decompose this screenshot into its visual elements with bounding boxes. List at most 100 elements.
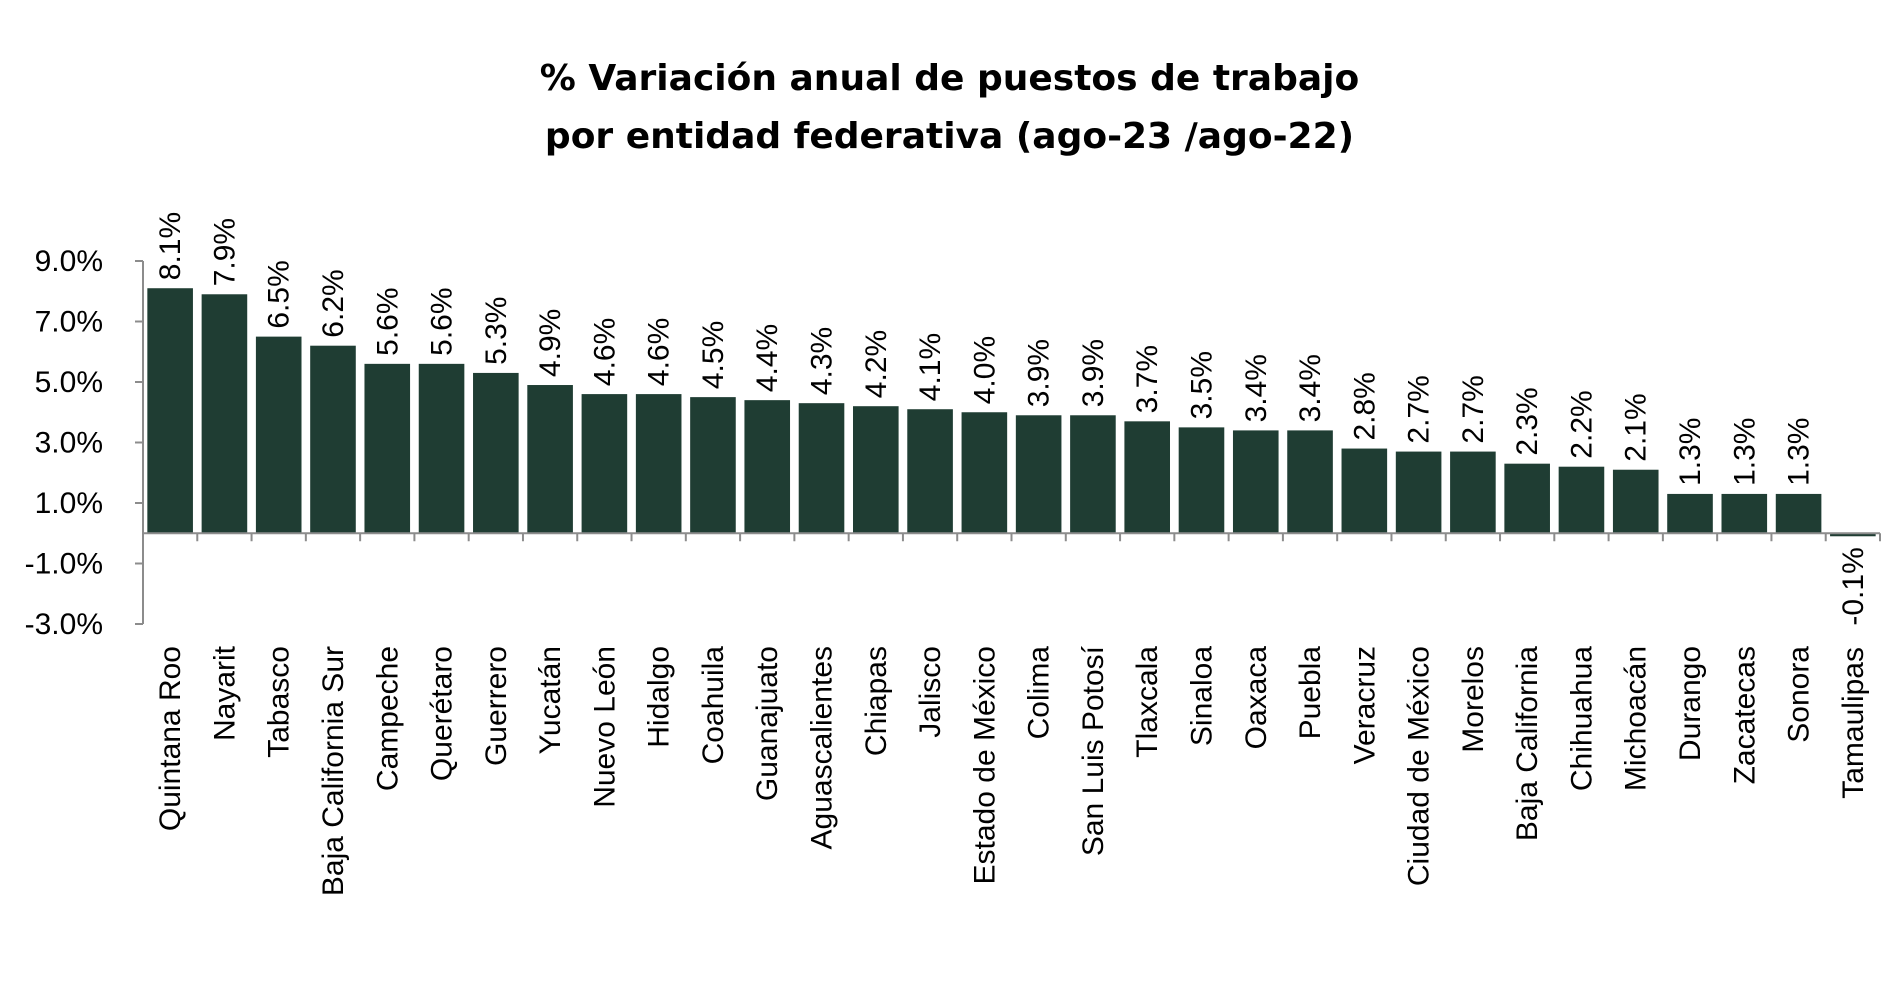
category-labels: Quintana Roo Nayarit Tabasco Baja Californi…: [154, 645, 1870, 896]
category-label: Colima: [1023, 646, 1056, 740]
data-label: 1.3%: [1674, 418, 1707, 486]
category-label: Guanajuato: [751, 646, 784, 801]
category-label: Campeche: [371, 646, 404, 791]
data-label: 8.1%: [154, 212, 187, 280]
bar: [364, 363, 411, 534]
bar: [1775, 493, 1822, 534]
data-label: 4.1%: [914, 333, 947, 401]
y-tick-label: 3.0%: [35, 427, 103, 460]
chart-title-line-1: % Variación anual de puestos de trabajo: [539, 58, 1360, 99]
bar: [1504, 463, 1550, 534]
data-label: 2.7%: [1457, 375, 1490, 443]
bar: [744, 400, 791, 534]
y-tick-label: 7.0%: [35, 306, 103, 339]
data-label: 4.2%: [860, 330, 893, 398]
category-label: Tlaxcala: [1131, 646, 1164, 758]
category-label: Sonora: [1783, 646, 1816, 743]
category-label: Nuevo León: [588, 646, 621, 808]
x-axis: [142, 532, 1881, 542]
category-label: Oaxaca: [1240, 646, 1273, 750]
chart-title-line-2: por entidad federativa (ago-23 /ago-22): [544, 116, 1355, 157]
category-label: Sinaloa: [1185, 646, 1218, 746]
bar: [1070, 415, 1116, 534]
data-label: 2.7%: [1403, 375, 1436, 443]
bar: [201, 294, 248, 534]
category-label: Zacatecas: [1728, 646, 1761, 784]
data-label: 2.2%: [1565, 390, 1598, 458]
bar: [255, 336, 302, 534]
bar: [473, 372, 519, 534]
bar: [907, 409, 953, 534]
category-label: Tamaulipas: [1837, 647, 1870, 799]
data-labels: 8.1% 7.9% 6.5% 6.2% 5.6% 5.6% 5.3% 4.9% 4.6% 4.6%…: [154, 212, 1870, 626]
category-label: Chiapas: [860, 646, 893, 756]
category-label: Hidalgo: [643, 646, 676, 748]
data-label: 6.5%: [263, 260, 296, 328]
bar: [1341, 448, 1388, 534]
data-label: 3.5%: [1185, 351, 1218, 419]
category-label: Baja California Sur: [317, 646, 350, 896]
data-label: 4.5%: [697, 321, 730, 389]
bar: [1667, 493, 1713, 534]
chart-title: % Variación anual de puestos de trabajo …: [0, 50, 1899, 166]
data-label: 3.7%: [1131, 345, 1164, 413]
category-label: Veracruz: [1348, 646, 1381, 764]
category-label: Puebla: [1294, 646, 1327, 740]
bars: [147, 288, 1876, 537]
bar: [852, 406, 899, 534]
category-label: Tabasco: [263, 646, 296, 758]
data-label: 2.8%: [1348, 372, 1381, 440]
bar: [1558, 466, 1605, 534]
bar: [310, 345, 356, 534]
bar: [1395, 451, 1442, 534]
category-label: Guerrero: [480, 646, 513, 766]
category-label: Jalisco: [914, 646, 947, 738]
data-label: 4.9%: [534, 309, 567, 377]
data-label: 3.9%: [1023, 339, 1056, 407]
y-tick-label: 5.0%: [35, 366, 103, 399]
data-label: 3.9%: [1077, 339, 1110, 407]
y-tick-label: 9.0%: [35, 245, 103, 278]
data-label: 4.3%: [806, 327, 839, 395]
data-label: 4.6%: [588, 318, 621, 386]
bar: [1124, 421, 1171, 534]
bar: [1721, 493, 1768, 534]
data-label: 3.4%: [1294, 354, 1327, 422]
y-tick-label: -1.0%: [25, 548, 103, 581]
category-label: Morelos: [1457, 646, 1490, 753]
data-label: 2.3%: [1511, 387, 1544, 455]
data-label: 5.3%: [480, 297, 513, 365]
bar: [961, 412, 1008, 534]
category-label: Yucatán: [534, 646, 567, 754]
bar: [1830, 533, 1876, 537]
data-label: 1.3%: [1728, 418, 1761, 486]
data-label: 4.6%: [643, 318, 676, 386]
bar: [1287, 430, 1333, 534]
bar: [1232, 430, 1279, 534]
bar: [635, 394, 682, 534]
bar: [581, 394, 628, 534]
data-label: 5.6%: [371, 287, 404, 355]
category-label: Michoacán: [1620, 646, 1653, 791]
category-label: Nayarit: [208, 645, 241, 741]
y-tick-label: 1.0%: [35, 487, 103, 520]
category-label: Quintana Roo: [154, 646, 187, 831]
bar: [798, 403, 845, 534]
bar: [418, 363, 465, 534]
data-label: 6.2%: [317, 269, 350, 337]
bar: [1015, 415, 1062, 534]
data-label: 2.1%: [1620, 393, 1653, 461]
category-label: Chihuahua: [1565, 646, 1598, 791]
category-label: Coahuila: [697, 646, 730, 765]
bar: [1178, 427, 1225, 534]
category-label: Estado de México: [968, 646, 1001, 884]
y-tick-label: -3.0%: [25, 608, 103, 641]
bar: [690, 397, 736, 534]
data-label: 4.0%: [968, 336, 1001, 404]
category-label: Ciudad de México: [1403, 646, 1436, 886]
bar: [147, 288, 193, 534]
data-label: 5.6%: [426, 287, 459, 355]
bar: [1450, 451, 1496, 534]
bar: [1612, 469, 1659, 534]
